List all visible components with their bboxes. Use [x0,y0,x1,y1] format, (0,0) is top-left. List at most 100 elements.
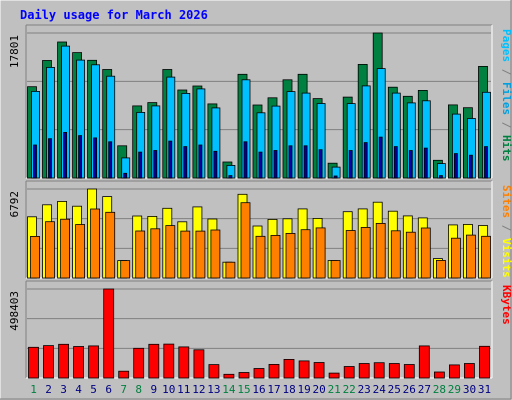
bars: KBytes 1: 172000 KBytes 2: 181500 KBytes 3… [28,288,490,379]
panel-2: 6792 Sites / Visits Visits 1: 4830Sites 1:… [8,180,512,279]
bar-kbytes-day-2: KBytes 2: 181500 [43,345,54,379]
x-tick-label: 23 [358,383,371,396]
bar-sites-day-29: Sites 29: 3140 [450,237,461,279]
bar-kbytes-day-7: KBytes 7: 38000 [118,370,130,379]
x-tick-label: 26 [403,383,416,396]
bar-sites-day-12: Sites 12: 3700 [195,230,206,279]
bar-pages-day-18: Pages 18: 4100 [288,145,293,179]
bar-kbytes-day-9: KBytes 9: 189000 [148,343,160,379]
bar-sites-day-2: Sites 2: 4440 [45,221,55,279]
bar-sites-day-8: Sites 8: 3710 [135,230,146,279]
bar-kbytes-day-1: KBytes 1: 172000 [28,346,39,379]
bar-sites-day-14: Sites 14: 1250 [225,261,236,279]
bar-kbytes-day-17: KBytes 17: 76000 [268,363,280,379]
bar-pages-day-19: Pages 19: 4100 [303,145,308,179]
x-tick-label: 13 [207,383,220,396]
bar-kbytes-day-3: KBytes 3: 188500 [58,343,69,379]
bar-kbytes-day-27: KBytes 27: 180000 [418,345,430,379]
bar-kbytes-day-21: KBytes 21: 27500 [328,372,340,379]
x-tick-label: 9 [150,383,157,396]
bar-pages-day-6: Pages 6: 4600 [108,141,113,179]
bar-sites-day-31: Sites 31: 3290 [481,235,491,279]
bar-sites-day-24: Sites 24: 4310 [375,222,386,279]
bar-kbytes-day-10: KBytes 10: 190000 [163,343,175,379]
bar-sites-day-17: Sites 17: 3360 [270,234,281,279]
x-tick-label: 3 [60,383,67,396]
bar-sites-day-22: Sites 22: 3750 [345,230,356,279]
x-tick-label: 27 [418,383,431,396]
legend-label: Sites / Visits [500,185,512,278]
bar-pages-day-27: Pages 27: 3800 [423,147,428,179]
y-max-label: 6792 [8,191,21,218]
bar-pages-day-5: Pages 5: 5100 [93,137,97,179]
x-tick-label: 29 [448,383,461,396]
bar-kbytes-day-26: KBytes 26: 75500 [403,364,415,379]
x-tick-label: 1 [30,383,37,396]
bar-kbytes-day-4: KBytes 4: 176500 [73,346,84,379]
bar-sites-day-3: Sites 3: 4640 [60,218,70,279]
bar-pages-day-26: Pages 26: 3500 [408,150,413,179]
bar-sites-day-10: Sites 10: 4130 [165,225,176,279]
bar-kbytes-day-22: KBytes 22: 64500 [343,366,355,379]
x-tick-label: 12 [192,383,205,396]
bar-sites-day-5: Sites 5: 5440 [90,208,100,279]
x-tick-label: 11 [177,383,190,396]
x-tick-label: 28 [433,383,446,396]
bar-sites-day-16: Sites 16: 3290 [255,235,266,279]
bar-kbytes-day-13: KBytes 13: 75000 [208,364,220,379]
bar-sites-day-26: Sites 26: 3610 [405,231,416,279]
bar-sites-day-21: Sites 21: 1380 [330,260,341,279]
bar-sites-day-28: Sites 28: 1390 [435,259,446,279]
bar-kbytes-day-6: KBytes 6: 498403 [103,288,115,379]
x-tick-label: 2 [45,383,52,396]
x-tick-label: 8 [135,383,142,396]
bar-pages-day-4: Pages 4: 5400 [78,135,82,179]
bar-kbytes-day-14: KBytes 14: 20500 [223,373,235,379]
bar-sites-day-15: Sites 15: 5940 [240,202,251,279]
bar-kbytes-day-25: KBytes 25: 81000 [388,363,400,379]
bar-kbytes-day-19: KBytes 19: 96000 [298,360,310,379]
panel-1: 17801 Pages / Files / Hits Hits 1: 11620Fi… [8,24,512,179]
y-max-label: 17801 [8,35,21,68]
bar-pages-day-13: Pages 13: 3400 [213,150,218,179]
bar-pages-day-9: Pages 9: 3500 [153,150,158,179]
bar-sites-day-6: Sites 6: 5180 [105,211,116,279]
bar-kbytes-day-23: KBytes 23: 81000 [358,363,370,379]
bars: Hits 1: 11620Files 1: 11020Pages 1: 4200… [27,32,491,179]
bar-kbytes-day-16: KBytes 16: 53000 [253,368,265,379]
x-tick-label: 6 [105,383,112,396]
bar-sites-day-20: Sites 20: 3950 [315,227,326,279]
bar-kbytes-day-18: KBytes 18: 104000 [283,358,295,379]
x-tick-label: 4 [75,383,82,396]
bar-sites-day-7: Sites 7: 1370 [120,260,131,279]
bar-kbytes-day-8: KBytes 8: 166500 [133,347,145,379]
bar-kbytes-day-11: KBytes 11: 174000 [178,346,190,379]
bar-pages-day-1: Pages 1: 4200 [33,144,37,179]
x-tick-label: 16 [252,383,265,396]
bar-pages-day-8: Pages 8: 3300 [138,151,143,179]
bar-pages-day-15: Pages 15: 4600 [243,141,248,179]
x-tick-label: 19 [297,383,310,396]
bar-sites-day-4: Sites 4: 4220 [75,224,85,279]
bar-kbytes-day-12: KBytes 12: 158000 [193,349,205,379]
bar-pages-day-10: Pages 10: 4700 [168,140,173,179]
panel-3: 498403 KBytes KBytes 1: 172000 KBytes 2: 18… [8,280,512,379]
bar-sites-day-30: Sites 30: 3380 [465,234,476,279]
x-tick-label: 17 [267,383,280,396]
chart-panels: 17801 Pages / Files / Hits Hits 1: 11620Fi… [8,24,512,379]
bar-pages-day-11: Pages 11: 4000 [183,146,188,179]
legend-label: Pages / Files / Hits [500,29,512,162]
bar-pages-day-30: Pages 30: 2900 [468,154,473,179]
bar-sites-day-9: Sites 9: 3880 [150,228,161,279]
bar-kbytes-day-15: KBytes 15: 31000 [238,372,250,379]
bar-pages-day-31: Pages 31: 4000 [484,146,488,179]
bar-pages-day-2: Pages 2: 5000 [48,138,52,179]
x-tick-label: 18 [282,383,295,396]
bar-kbytes-day-20: KBytes 20: 87000 [313,362,325,379]
x-axis-labels: 1 2 3 4 5 6 7 8 9 10 11 12 13 14 15 16 17 18 19 20 21 22 23 24 2… [30,383,491,396]
bar-pages-day-20: Pages 20: 3600 [318,149,323,179]
bar-kbytes-day-5: KBytes 5: 180000 [88,345,99,379]
legend-label: KBytes [500,285,512,325]
x-tick-label: 15 [237,383,250,396]
x-tick-label: 20 [312,383,325,396]
